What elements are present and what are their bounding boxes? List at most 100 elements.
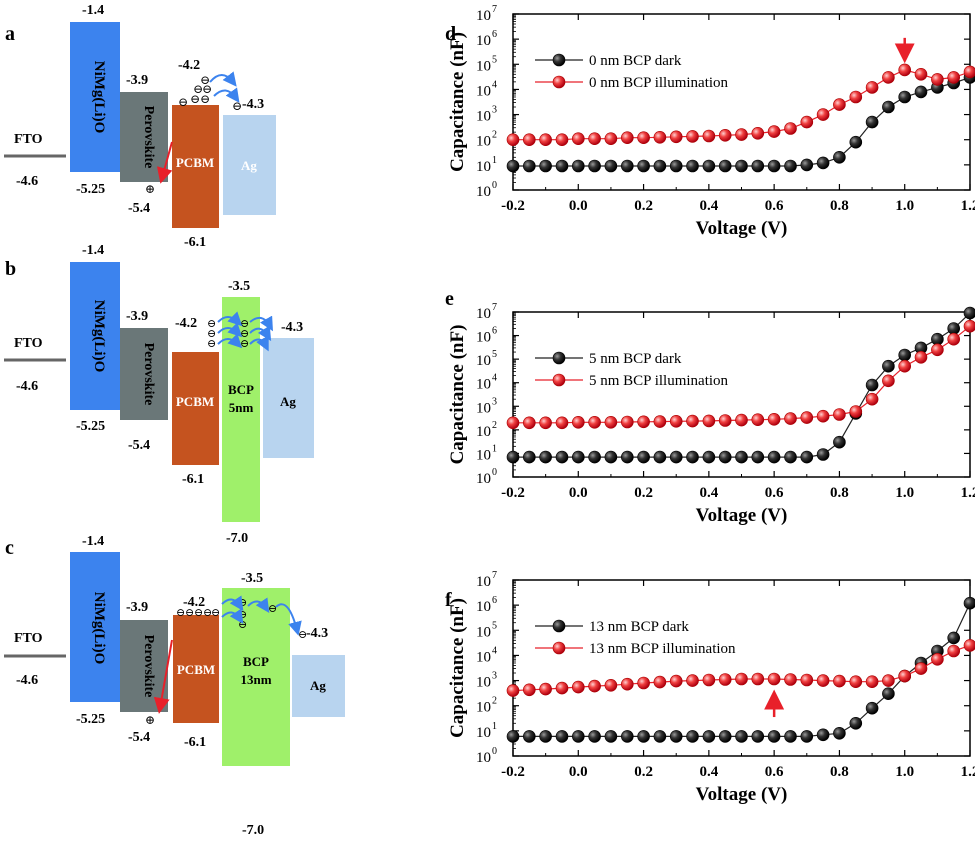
- data-point: [620, 450, 634, 464]
- y-axis-label: Capacitance (nF): [447, 325, 468, 465]
- data-point: [751, 127, 765, 140]
- data-point: [522, 683, 536, 697]
- data-point: [963, 306, 975, 320]
- ag-layer: [223, 115, 276, 215]
- data-point: [718, 730, 732, 743]
- y-tick-label: 10: [476, 725, 491, 741]
- y-tick-label: 10: [476, 649, 491, 665]
- data-point: [751, 730, 765, 743]
- x-tick-label: -0.2: [501, 485, 525, 501]
- data-point: [784, 122, 797, 135]
- perovskite-top: -3.9: [126, 73, 148, 88]
- data-point: [751, 450, 765, 464]
- data-point: [898, 669, 912, 683]
- data-point: [718, 129, 732, 142]
- data-point: [767, 672, 781, 686]
- y-tick-label: 10: [476, 400, 491, 416]
- x-axis-label: Voltage (V): [696, 218, 788, 239]
- data-point: [767, 730, 781, 743]
- data-point: [506, 730, 520, 743]
- electron-icon: ⊖: [207, 338, 216, 350]
- data-point: [571, 415, 585, 429]
- electron-icon: ⊖: [238, 597, 247, 609]
- y-tick-label: 10: [476, 58, 491, 74]
- data-point: [947, 631, 961, 645]
- x-tick-label: 1.0: [895, 198, 914, 214]
- x-axis-label: Voltage (V): [696, 505, 788, 526]
- data-point: [686, 674, 699, 687]
- data-point: [588, 415, 601, 429]
- bcp-bottom: -7.0: [242, 823, 264, 838]
- capacitance-chart-d: d-0.20.00.20.40.60.81.01.210010110210310…: [445, 4, 975, 239]
- bcp-thickness: 13nm: [240, 672, 271, 687]
- data-point: [620, 159, 634, 173]
- x-tick-label: 0.2: [634, 485, 653, 501]
- data-point: [882, 359, 895, 373]
- data-point: [898, 63, 912, 77]
- series-line: [513, 76, 971, 167]
- data-point: [816, 409, 830, 423]
- perovskite-layer: [120, 328, 168, 420]
- data-point: [914, 662, 928, 675]
- data-point: [800, 411, 814, 424]
- electron-transfer-arrow: [247, 597, 270, 613]
- ag-label: Ag: [241, 158, 257, 173]
- data-point: [637, 415, 650, 429]
- data-point: [555, 159, 569, 173]
- nimgo-layer: [70, 552, 120, 702]
- electron-icon: ⊖: [211, 607, 220, 619]
- data-point: [816, 448, 830, 461]
- panel-label-d: d: [445, 23, 456, 45]
- pcbm-label: PCBM: [176, 155, 214, 170]
- electron-icon: ⊖: [194, 607, 203, 619]
- data-point: [653, 675, 667, 689]
- data-point: [833, 151, 846, 164]
- legend-label: 5 nm BCP dark: [589, 351, 682, 367]
- data-point: [865, 115, 879, 129]
- data-point: [767, 125, 781, 138]
- data-point: [653, 730, 667, 743]
- y-tick-exponent: 3: [492, 671, 497, 682]
- data-point: [963, 65, 975, 79]
- y-tick-label: 10: [476, 675, 491, 691]
- y-tick-exponent: 3: [492, 396, 497, 407]
- bcp-label: BCP: [243, 654, 269, 669]
- electron-icon: ⊖: [232, 99, 242, 113]
- y-tick-exponent: 6: [492, 595, 497, 606]
- data-point: [604, 450, 618, 464]
- y-tick-label: 10: [476, 424, 491, 440]
- data-point: [849, 90, 863, 104]
- pcbm-label: PCBM: [177, 662, 215, 677]
- nimgo-bottom: -5.25: [76, 712, 105, 727]
- data-point: [947, 644, 961, 658]
- data-point: [506, 684, 520, 697]
- x-tick-label: 1.0: [895, 485, 914, 501]
- data-point: [751, 672, 765, 686]
- series-line: [513, 325, 971, 424]
- y-axis-label: Capacitance (nF): [447, 32, 468, 172]
- data-point: [653, 415, 667, 428]
- ag-label: Ag: [280, 394, 296, 409]
- nimgo-label: NiMg(Li)O: [91, 61, 107, 134]
- data-point: [816, 108, 830, 121]
- data-point: [686, 159, 699, 173]
- ag-top: -4.3: [242, 97, 264, 112]
- nimgo-layer: [70, 262, 120, 410]
- data-point: [718, 414, 732, 427]
- fto-value: -4.6: [16, 673, 38, 688]
- data-point: [588, 132, 601, 145]
- y-tick-label: 10: [476, 574, 491, 590]
- y-tick-label: 10: [476, 109, 491, 125]
- ag-label: Ag: [310, 678, 326, 693]
- nimgo-top: -1.4: [82, 3, 104, 18]
- ag-layer: [263, 338, 314, 458]
- perovskite-bottom: -5.4: [128, 730, 150, 745]
- data-point: [620, 730, 634, 743]
- pcbm-bottom: -6.1: [184, 735, 206, 750]
- electron-icon: ⊖: [298, 629, 307, 641]
- electron-icon: ⊖: [240, 338, 249, 350]
- y-tick-label: 10: [476, 33, 491, 49]
- data-point: [882, 674, 895, 687]
- perovskite-bottom: -5.4: [128, 201, 150, 216]
